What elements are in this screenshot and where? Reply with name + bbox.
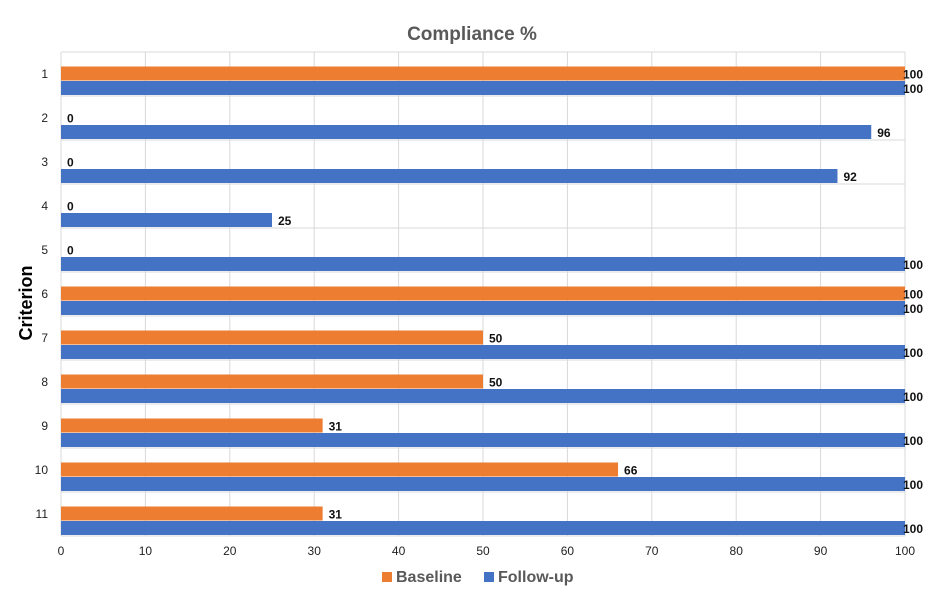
follow-up-bar bbox=[61, 125, 872, 139]
follow-up-bar bbox=[61, 257, 905, 271]
x-tick-label: 40 bbox=[392, 544, 406, 558]
baseline-data-label: 50 bbox=[489, 375, 503, 389]
x-tick-label: 90 bbox=[814, 544, 828, 558]
baseline-data-label: 66 bbox=[624, 463, 638, 477]
y-tick-label: 4 bbox=[41, 199, 48, 213]
follow-up-data-label: 100 bbox=[903, 302, 923, 316]
follow-up-data-label: 100 bbox=[903, 522, 923, 536]
follow-up-bar bbox=[61, 433, 905, 447]
baseline-data-label: 50 bbox=[489, 331, 503, 345]
x-tick-label: 100 bbox=[895, 544, 915, 558]
y-tick-label: 1 bbox=[41, 67, 48, 81]
follow-up-legend-label: Follow-up bbox=[498, 569, 574, 586]
baseline-data-label: 0 bbox=[67, 243, 74, 257]
x-tick-label: 80 bbox=[730, 544, 744, 558]
baseline-legend-swatch bbox=[382, 572, 392, 582]
baseline-data-label: 0 bbox=[67, 111, 74, 125]
baseline-data-label: 31 bbox=[329, 419, 343, 433]
baseline-bar bbox=[61, 374, 483, 389]
baseline-bar bbox=[61, 66, 905, 81]
follow-up-bar bbox=[61, 389, 905, 403]
baseline-data-label: 31 bbox=[329, 507, 343, 521]
follow-up-data-label: 96 bbox=[877, 126, 891, 140]
follow-up-bar bbox=[61, 345, 905, 359]
x-tick-label: 0 bbox=[58, 544, 65, 558]
y-tick-label: 2 bbox=[41, 111, 48, 125]
y-tick-labels: 1 2 3 4 5 6 7 8 9 10 11 bbox=[35, 67, 49, 521]
y-tick-label: 10 bbox=[35, 463, 49, 477]
follow-up-data-label: 100 bbox=[903, 390, 923, 404]
follow-up-bar bbox=[61, 477, 905, 491]
follow-up-data-label: 100 bbox=[903, 346, 923, 360]
follow-up-data-label: 100 bbox=[903, 478, 923, 492]
baseline-data-label: 100 bbox=[903, 67, 923, 81]
data-labels: 1001000960920250100100100501005010031100… bbox=[67, 67, 923, 536]
y-axis-title: Criterion bbox=[16, 265, 36, 340]
follow-up-bar bbox=[61, 521, 905, 535]
y-tick-label: 6 bbox=[41, 287, 48, 301]
x-tick-label: 10 bbox=[139, 544, 153, 558]
follow-up-bar bbox=[61, 169, 838, 183]
legend: Baseline Follow-up bbox=[382, 569, 574, 586]
y-tick-label: 8 bbox=[41, 375, 48, 389]
baseline-bar bbox=[61, 418, 323, 433]
x-tick-label: 20 bbox=[223, 544, 237, 558]
chart-title: Compliance % bbox=[407, 24, 537, 45]
baseline-data-label: 0 bbox=[67, 199, 74, 213]
follow-up-legend-swatch bbox=[484, 572, 494, 582]
x-tick-label: 70 bbox=[645, 544, 659, 558]
follow-up-data-label: 100 bbox=[903, 258, 923, 272]
follow-up-bar bbox=[61, 301, 905, 315]
follow-up-data-label: 92 bbox=[843, 170, 857, 184]
baseline-data-label: 0 bbox=[67, 155, 74, 169]
x-tick-label: 50 bbox=[476, 544, 490, 558]
baseline-bar bbox=[61, 506, 323, 521]
baseline-data-label: 100 bbox=[903, 287, 923, 301]
baseline-bar bbox=[61, 330, 483, 345]
x-tick-label: 30 bbox=[308, 544, 322, 558]
bars bbox=[61, 66, 905, 535]
y-tick-label: 7 bbox=[41, 331, 48, 345]
y-tick-label: 11 bbox=[36, 507, 49, 521]
x-tick-label: 60 bbox=[561, 544, 575, 558]
baseline-bar bbox=[61, 462, 619, 477]
follow-up-bar bbox=[61, 213, 272, 227]
y-tick-label: 9 bbox=[41, 419, 48, 433]
follow-up-bar bbox=[61, 81, 905, 95]
follow-up-data-label: 25 bbox=[278, 214, 292, 228]
x-tick-labels: 0 10 20 30 40 50 60 70 80 90 100 bbox=[58, 544, 916, 558]
follow-up-data-label: 100 bbox=[903, 82, 923, 96]
y-tick-label: 3 bbox=[41, 155, 48, 169]
follow-up-data-label: 100 bbox=[903, 434, 923, 448]
y-tick-label: 5 bbox=[41, 243, 48, 257]
baseline-bar bbox=[61, 286, 905, 301]
baseline-legend-label: Baseline bbox=[396, 569, 462, 586]
